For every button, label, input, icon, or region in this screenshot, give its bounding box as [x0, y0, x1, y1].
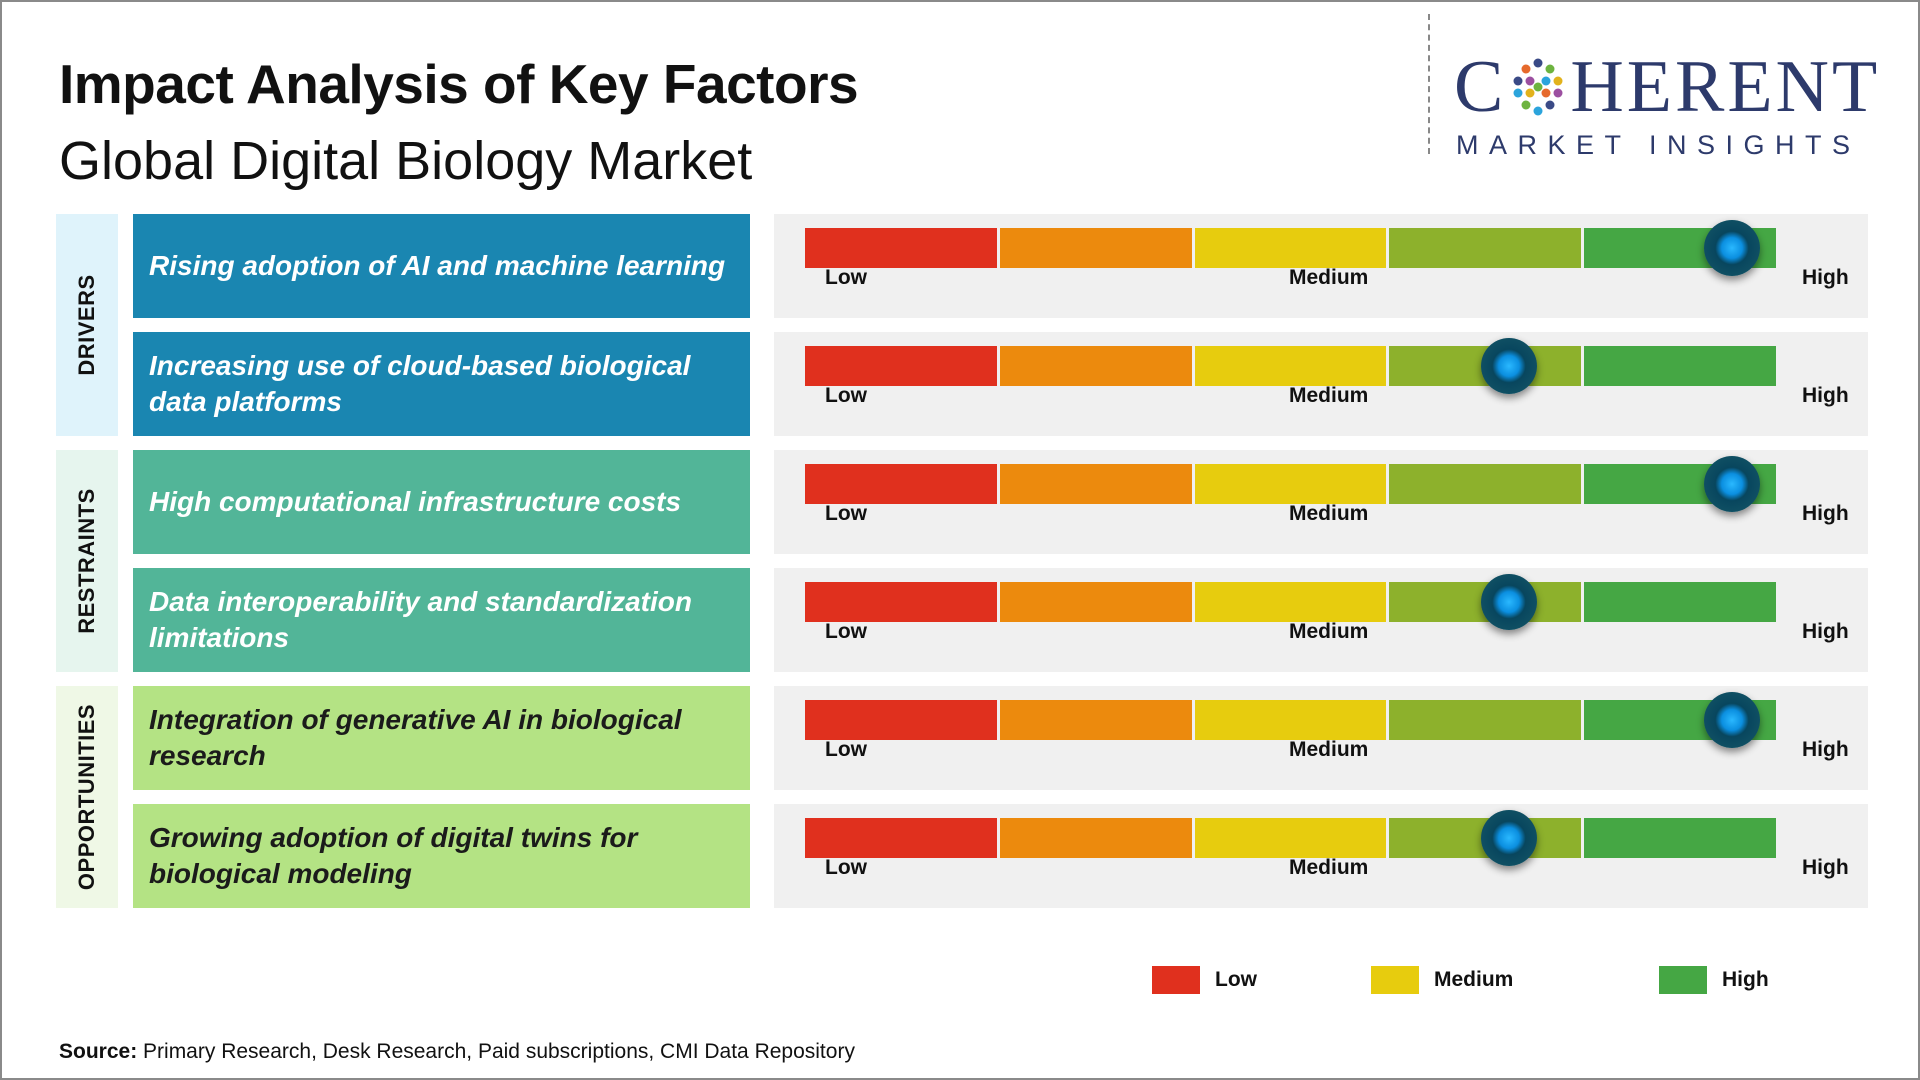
scale-label-high: High	[1802, 738, 1849, 761]
chart-title: Impact Analysis of Key Factors	[59, 53, 859, 115]
impact-gauge: Low Medium High	[774, 568, 1868, 672]
scale-segment	[999, 464, 1192, 504]
factor-box: Integration of generative AI in biologic…	[133, 686, 750, 790]
impact-marker	[1480, 810, 1537, 866]
factor-box: Rising adoption of AI and machine learni…	[133, 214, 750, 318]
scale-segment	[999, 700, 1192, 740]
chart-subtitle: Global Digital Biology Market	[59, 131, 753, 191]
company-logo: C HERENT MARKET INSIGHTS	[1426, 14, 1906, 160]
impact-scale-bar	[805, 818, 1776, 858]
legend-label: Medium	[1434, 968, 1514, 991]
impact-marker	[1704, 456, 1761, 512]
scale-label-high: High	[1802, 620, 1849, 643]
impact-gauge: Low Medium High	[774, 332, 1868, 436]
scale-segment	[1389, 464, 1582, 504]
scale-segment	[999, 818, 1192, 858]
scale-label-high: High	[1802, 266, 1849, 289]
scale-segment	[1194, 346, 1387, 386]
impact-marker	[1704, 692, 1761, 748]
scale-segment	[1584, 818, 1776, 858]
scale-label-high: High	[1802, 856, 1849, 879]
scale-label-medium: Medium	[1289, 620, 1369, 643]
legend-swatch-medium	[1371, 966, 1419, 994]
scale-label-low: Low	[825, 266, 867, 289]
impact-gauge: Low Medium High	[774, 214, 1868, 318]
source-text: Primary Research, Desk Research, Paid su…	[137, 1040, 855, 1063]
impact-scale-bar	[805, 228, 1776, 268]
impact-scale-bar	[805, 582, 1776, 622]
scale-segment	[1194, 582, 1387, 622]
scale-segment	[1584, 582, 1776, 622]
scale-segment	[999, 346, 1192, 386]
scale-segment	[999, 582, 1192, 622]
scale-label-low: Low	[825, 502, 867, 525]
impact-scale-bar	[805, 700, 1776, 740]
scale-segment	[1584, 346, 1776, 386]
group-label-restraints: RESTRAINTS	[56, 450, 118, 672]
scale-label-high: High	[1802, 384, 1849, 407]
logo-word-right: HERENT	[1570, 46, 1881, 128]
scale-segment	[805, 228, 997, 268]
impact-marker	[1704, 220, 1761, 276]
group-label-drivers: DRIVERS	[56, 214, 118, 436]
factor-box: Growing adoption of digital twins for bi…	[133, 804, 750, 908]
legend-label: Low	[1215, 968, 1257, 991]
legend-label: High	[1722, 968, 1769, 991]
legend-item-medium: Medium	[1371, 965, 1513, 995]
logo-divider	[1428, 14, 1430, 154]
scale-segment	[805, 818, 997, 858]
scale-segment	[805, 700, 997, 740]
scale-label-low: Low	[825, 384, 867, 407]
scale-label-low: Low	[825, 738, 867, 761]
legend-swatch-low	[1152, 966, 1200, 994]
scale-label-medium: Medium	[1289, 266, 1369, 289]
scale-segment	[1194, 464, 1387, 504]
logo-word-left: C	[1454, 46, 1507, 128]
impact-gauge: Low Medium High	[774, 450, 1868, 554]
scale-label-medium: Medium	[1289, 856, 1369, 879]
legend-item-high: High	[1659, 965, 1769, 995]
logo-dot-grid-icon	[1508, 56, 1568, 116]
impact-marker	[1480, 338, 1537, 394]
scale-segment	[805, 582, 997, 622]
scale-segment	[1194, 818, 1387, 858]
impact-scale-bar	[805, 346, 1776, 386]
source-prefix: Source:	[59, 1040, 138, 1063]
scale-segment	[805, 346, 997, 386]
logo-tagline: MARKET INSIGHTS	[1456, 130, 1861, 160]
factor-box: Increasing use of cloud-based biological…	[133, 332, 750, 436]
scale-segment	[999, 228, 1192, 268]
legend-item-low: Low	[1152, 965, 1257, 995]
factor-box: High computational infrastructure costs	[133, 450, 750, 554]
scale-label-medium: Medium	[1289, 384, 1369, 407]
factor-box: Data interoperability and standardizatio…	[133, 568, 750, 672]
impact-gauge: Low Medium High	[774, 804, 1868, 908]
scale-segment	[1389, 700, 1582, 740]
impact-marker	[1480, 574, 1537, 630]
impact-gauge: Low Medium High	[774, 686, 1868, 790]
legend-swatch-high	[1659, 966, 1707, 994]
scale-label-high: High	[1802, 502, 1849, 525]
impact-scale-bar	[805, 464, 1776, 504]
group-label-opportunities: OPPORTUNITIES	[56, 686, 118, 908]
logo-wordmark: C HERENT	[1454, 50, 1880, 124]
scale-label-low: Low	[825, 856, 867, 879]
scale-segment	[1194, 700, 1387, 740]
scale-segment	[805, 464, 997, 504]
scale-segment	[1389, 228, 1582, 268]
scale-segment	[1194, 228, 1387, 268]
scale-label-medium: Medium	[1289, 502, 1369, 525]
scale-label-low: Low	[825, 620, 867, 643]
source-note: Source: Primary Research, Desk Research,…	[59, 1040, 855, 1064]
scale-label-medium: Medium	[1289, 738, 1369, 761]
